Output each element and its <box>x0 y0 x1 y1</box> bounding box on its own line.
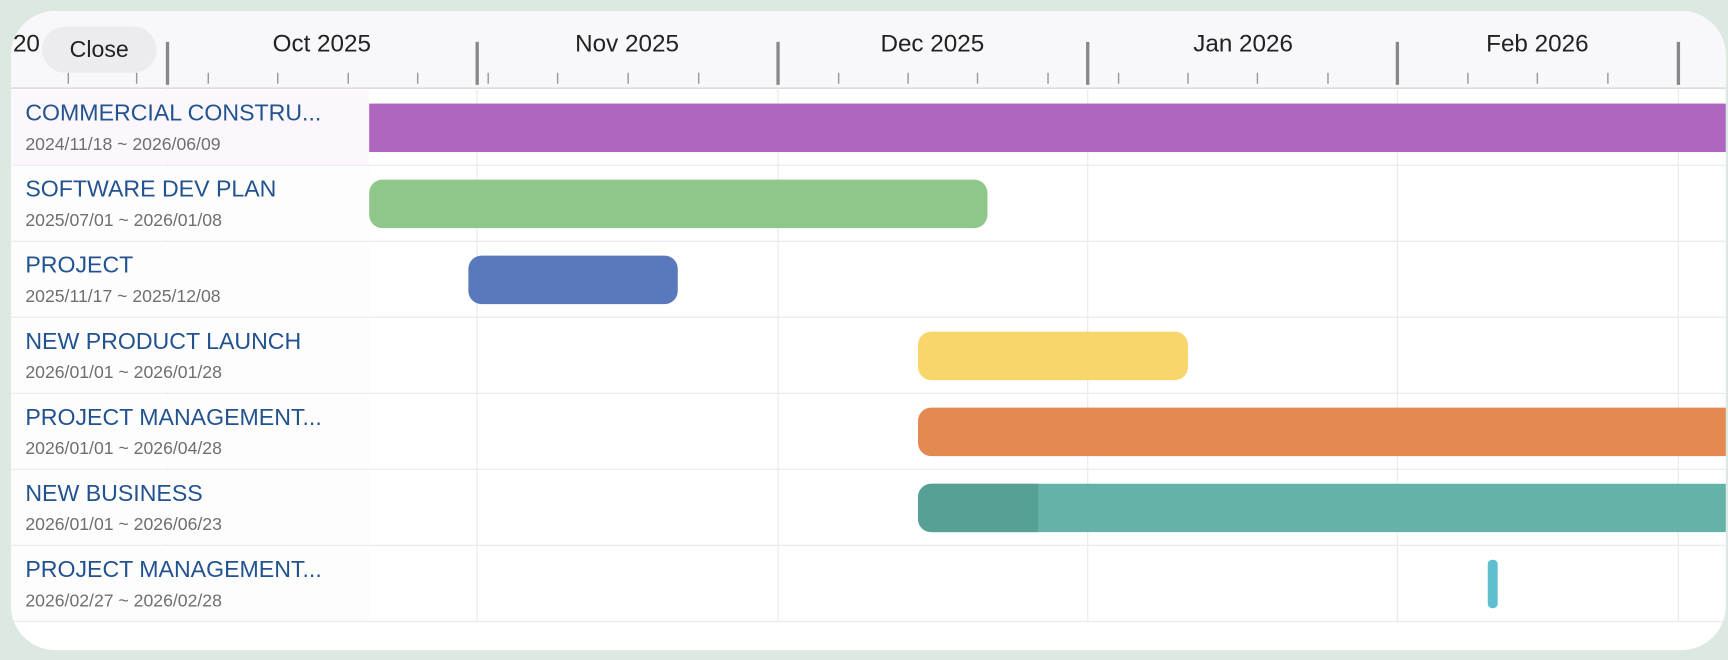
close-label[interactable]: Close <box>70 36 129 62</box>
month-label: 20 <box>13 31 40 58</box>
task-bar[interactable] <box>468 255 678 305</box>
task-dates: 2026/01/01 ~ 2026/01/28 <box>25 362 222 382</box>
task-dates: 2026/01/01 ~ 2026/04/28 <box>25 438 222 458</box>
task-dates: 2024/11/18 ~ 2026/06/09 <box>25 134 220 154</box>
task-dates: 2026/02/27 ~ 2026/02/28 <box>25 590 222 610</box>
task-bar[interactable] <box>369 179 988 229</box>
task-bar[interactable] <box>369 103 1728 153</box>
task-dates: 2026/01/01 ~ 2026/06/23 <box>25 514 222 534</box>
task-name[interactable]: SOFTWARE DEV PLAN <box>25 176 276 202</box>
month-label: Feb 2026 <box>1486 31 1588 58</box>
task-name[interactable]: NEW BUSINESS <box>25 480 202 506</box>
month-label: Jan 2026 <box>1193 31 1293 58</box>
row-label-bg <box>11 166 370 241</box>
row-label-bg <box>11 90 370 165</box>
task-name[interactable]: COMMERCIAL CONSTRU... <box>25 100 321 126</box>
month-label: Dec 2025 <box>880 31 984 58</box>
month-label: Nov 2025 <box>575 31 679 58</box>
row-label-bg <box>11 318 370 393</box>
task-bar[interactable] <box>1487 559 1498 609</box>
row-label-bg <box>11 470 370 545</box>
task-bar[interactable] <box>917 407 1728 457</box>
task-name[interactable]: PROJECT <box>25 252 133 278</box>
task-dates: 2025/07/01 ~ 2026/01/08 <box>25 210 222 230</box>
task-bar[interactable] <box>917 483 1728 533</box>
task-progress <box>918 483 1039 533</box>
month-label: Oct 2025 <box>273 31 371 58</box>
header-bar <box>11 11 1726 89</box>
task-name[interactable]: PROJECT MANAGEMENT... <box>25 556 321 582</box>
close-button[interactable] <box>41 26 157 73</box>
task-bar[interactable] <box>918 331 1188 381</box>
task-name[interactable]: NEW PRODUCT LAUNCH <box>25 328 301 354</box>
timeline: 20 Oct 2025 Nov 2025 Dec 2025 Jan 2026 Feb 20… <box>11 11 1728 623</box>
row-label-bg <box>11 394 370 469</box>
row-label-bg <box>11 242 370 317</box>
task-name[interactable]: PROJECT MANAGEMENT... <box>25 404 321 430</box>
task-dates: 2025/11/17 ~ 2025/12/08 <box>25 286 220 306</box>
row-label-bg <box>11 546 370 621</box>
